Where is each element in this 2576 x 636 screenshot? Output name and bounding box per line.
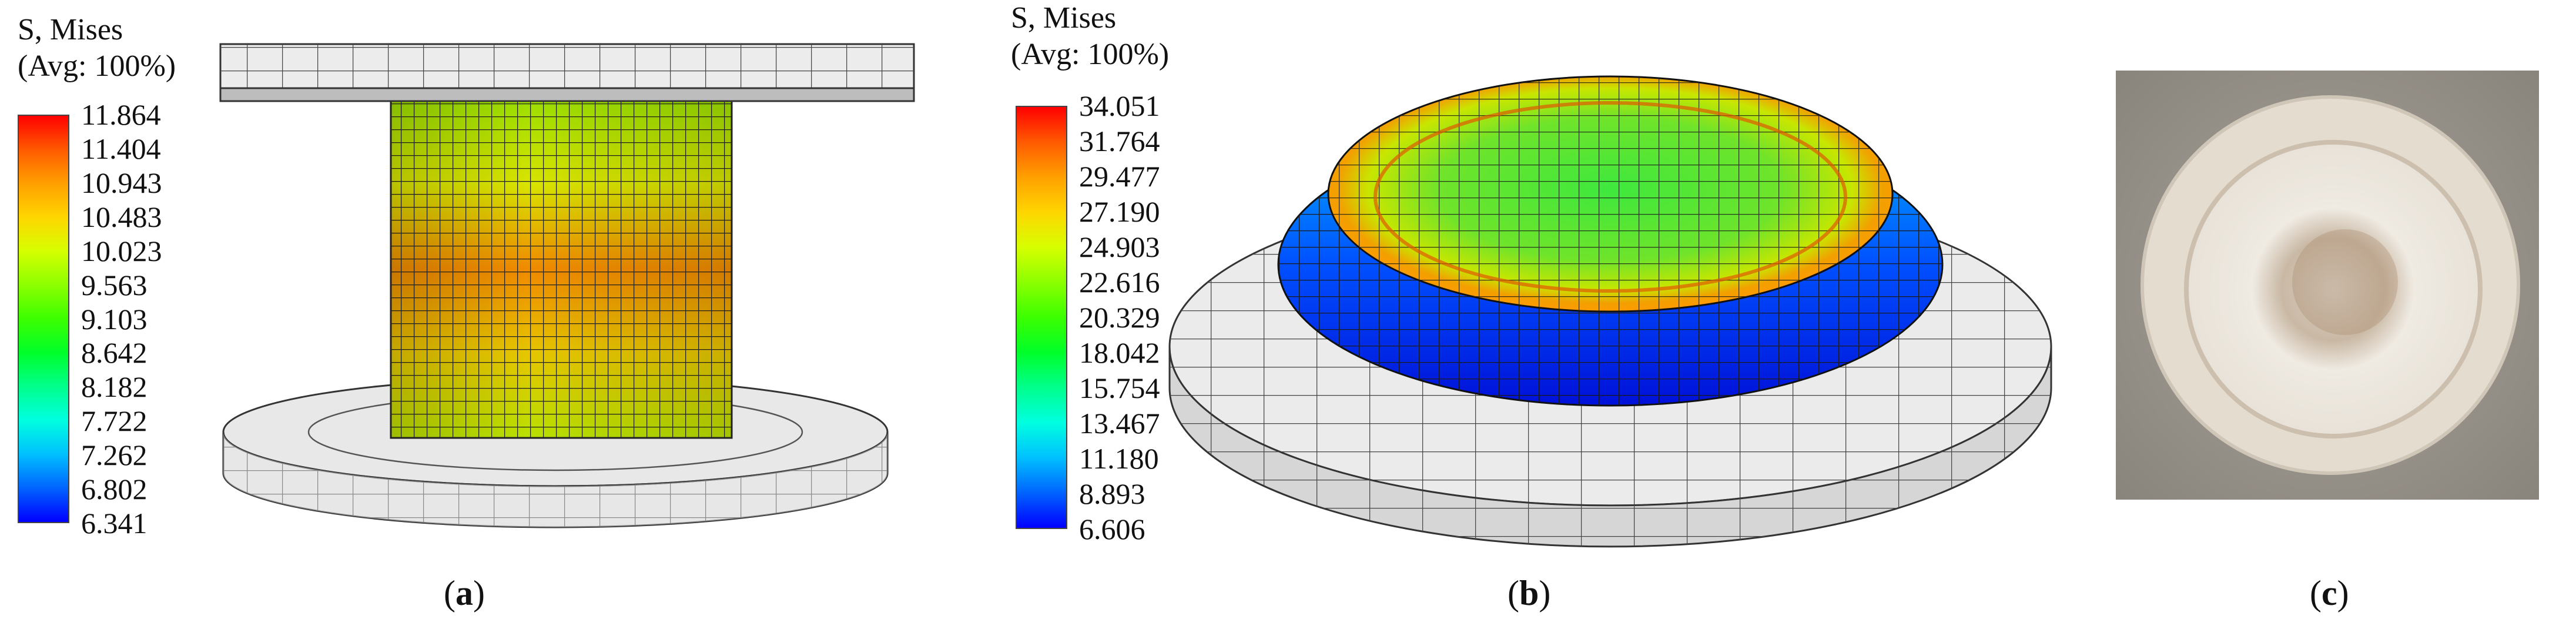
legend-segment	[1017, 422, 1066, 458]
legend-color-bar-a	[18, 115, 69, 523]
panel-b: S, Mises (Avg: 100%) 34.051 31.764 29.477 2…	[999, 0, 2116, 564]
legend-tick-label: 9.103	[81, 302, 148, 336]
legend-title-line-2: (Avg: 100%)	[18, 49, 176, 83]
legend-tick-label: 6.341	[81, 507, 148, 540]
legend-segment	[1017, 493, 1066, 528]
legend-tick-label: 8.893	[1079, 477, 1145, 510]
legend-segment	[1017, 142, 1066, 178]
legend-tick-label: 10.483	[81, 200, 162, 233]
legend-title-b: S, Mises (Avg: 100%)	[1011, 0, 1169, 73]
caption-b: (b)	[1508, 574, 1551, 612]
legend-segment	[19, 420, 68, 454]
legend-segment	[1017, 177, 1066, 212]
legend-title-line-1: S, Mises	[1011, 1, 1117, 35]
legend-tick-label: 11.404	[81, 132, 161, 165]
legend-tick-label: 34.051	[1079, 89, 1160, 122]
legend-tick-label: 7.262	[81, 438, 148, 472]
legend-tick-label: 11.864	[81, 98, 161, 131]
legend-segment	[1017, 282, 1066, 317]
sample-photograph	[2116, 71, 2539, 500]
legend-title-line-2: (Avg: 100%)	[1011, 38, 1170, 71]
fe-spool-model	[219, 43, 915, 528]
legend-segment	[19, 454, 68, 488]
legend-tick-label: 29.477	[1079, 160, 1160, 193]
legend-segment	[1017, 212, 1066, 247]
legend-tick-label: 18.042	[1079, 336, 1160, 369]
panel-c	[2116, 71, 2539, 500]
legend-segment	[19, 488, 68, 522]
legend-tick-label: 11.180	[1079, 442, 1159, 475]
legend-segment	[19, 149, 68, 184]
legend-segment	[19, 251, 68, 285]
legend-tick-label: 7.722	[81, 404, 148, 438]
caption-c: (c)	[2310, 574, 2349, 612]
legend-segment	[1017, 317, 1066, 353]
legend-tick-label: 9.563	[81, 268, 148, 302]
legend-segment	[19, 116, 68, 150]
legend-segment	[19, 217, 68, 252]
legend-title-a: S, Mises (Avg: 100%)	[18, 12, 176, 85]
legend-tick-label: 6.802	[81, 473, 148, 506]
legend-segment	[1017, 457, 1066, 493]
fe-compressed-disc-model	[1168, 75, 2052, 548]
panel-a: S, Mises (Avg: 100%) 11.864 11.404 10.943 1…	[0, 0, 940, 564]
legend-tick-label: 13.467	[1079, 407, 1160, 440]
legend-tick-label: 15.754	[1079, 371, 1160, 404]
legend-segment	[19, 284, 68, 319]
legend-tick-label: 24.903	[1079, 230, 1160, 263]
legend-segment	[19, 183, 68, 217]
legend-segment	[19, 386, 68, 421]
legend-segment	[1017, 352, 1066, 388]
legend-color-bar-b	[1016, 106, 1067, 529]
legend-segment	[1017, 387, 1066, 423]
legend-tick-label: 22.616	[1079, 266, 1160, 299]
legend-tick-label: 27.190	[1079, 195, 1160, 228]
legend-tick-label: 8.182	[81, 370, 148, 404]
legend-tick-label: 20.329	[1079, 301, 1160, 334]
caption-a: (a)	[444, 574, 485, 612]
legend-tick-label: 6.606	[1079, 513, 1145, 545]
legend-tick-label: 31.764	[1079, 125, 1160, 158]
legend-segment	[19, 319, 68, 353]
legend-segment	[1017, 247, 1066, 283]
legend-segment	[19, 353, 68, 387]
legend-title-line-1: S, Mises	[18, 13, 123, 46]
legend-segment	[1017, 107, 1066, 142]
legend-tick-label: 8.642	[81, 336, 148, 370]
legend-tick-label: 10.943	[81, 166, 162, 199]
legend-tick-label: 10.023	[81, 234, 162, 267]
